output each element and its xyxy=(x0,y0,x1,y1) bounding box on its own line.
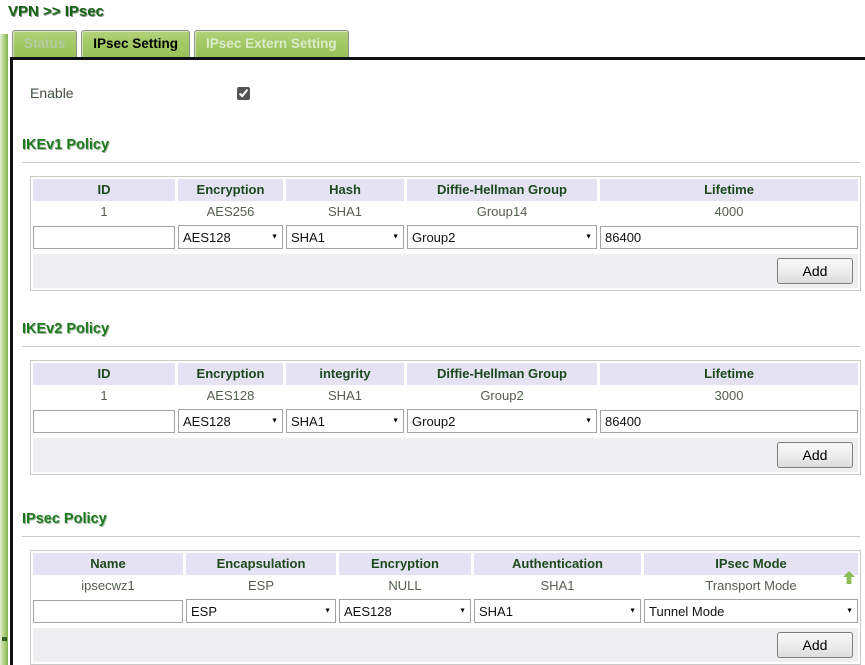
column-header: ID xyxy=(33,179,175,201)
ipsec-encryption-select[interactable]: AES128 xyxy=(339,599,471,623)
section-divider xyxy=(22,536,860,537)
cell-encryption: NULL xyxy=(388,578,422,593)
ikev2-table: ID Encryption integrity Diffie-Hellman G… xyxy=(30,360,861,475)
ikev2-add-button[interactable]: Add xyxy=(777,442,853,468)
column-header: Encryption xyxy=(178,179,283,201)
tab-bar: Status IPsec Setting IPsec Extern Settin… xyxy=(12,30,349,57)
column-header: Diffie-Hellman Group xyxy=(407,363,597,385)
ikev2-input-row: AES128 ▼ SHA1 ▼ Group2 ▼ xyxy=(33,407,858,435)
cell-lifetime: 4000 xyxy=(714,204,744,219)
tab-ipsec-setting[interactable]: IPsec Setting xyxy=(81,30,191,57)
ipsec-section-title: IPsec Policy xyxy=(22,511,107,527)
enable-checkbox[interactable] xyxy=(237,86,250,100)
section-divider xyxy=(22,346,860,347)
ipsec-table: Name Encapsulation Encryption Authentica… xyxy=(30,550,861,665)
ikev1-encryption-select[interactable]: AES128 xyxy=(178,225,283,249)
cell-id: 1 xyxy=(100,388,108,403)
cell-encapsulation: ESP xyxy=(247,578,274,593)
enable-row: Enable xyxy=(13,60,865,101)
column-header: Encapsulation xyxy=(186,553,336,575)
ikev2-lifetime-input[interactable] xyxy=(600,409,858,433)
ikev2-id-input[interactable] xyxy=(33,409,175,433)
ikev1-hash-select[interactable]: SHA1 xyxy=(286,225,404,249)
ikev1-dh-group-select-wrap: Group2 ▼ xyxy=(407,225,597,249)
cell-dh-group: Group2 xyxy=(480,388,524,403)
cell-integrity: SHA1 xyxy=(328,388,362,403)
cell-encryption: AES256 xyxy=(206,204,255,219)
ikev2-dh-group-select-wrap: Group2 ▼ xyxy=(407,409,597,433)
ikev1-hash-select-wrap: SHA1 ▼ xyxy=(286,225,404,249)
ikev2-integrity-select-wrap: SHA1 ▼ xyxy=(286,409,404,433)
cell-dh-group: Group14 xyxy=(476,204,528,219)
ipsec-add-button[interactable]: Add xyxy=(777,632,853,658)
ikev1-section-title: IKEv1 Policy xyxy=(22,137,110,153)
table-row: ipsecwz1 ESP NULL SHA1 Transport Mode xyxy=(33,575,858,597)
column-header: integrity xyxy=(286,363,404,385)
cell-hash: SHA1 xyxy=(328,204,362,219)
ipsec-header-row: Name Encapsulation Encryption Authentica… xyxy=(33,553,858,575)
ikev1-lifetime-input[interactable] xyxy=(600,225,858,249)
ipsec-name-input[interactable] xyxy=(33,599,183,623)
enable-label: Enable xyxy=(30,85,74,101)
column-header: Authentication xyxy=(474,553,641,575)
cell-encryption: AES128 xyxy=(206,388,255,403)
ikev1-encryption-select-wrap: AES128 ▼ xyxy=(178,225,283,249)
cell-name: ipsecwz1 xyxy=(81,578,135,593)
ipsec-encryption-select-wrap: AES128 ▼ xyxy=(339,599,471,623)
ikev1-id-input[interactable] xyxy=(33,225,175,249)
ikev1-table-footer: Add xyxy=(33,254,858,288)
column-header: Encryption xyxy=(339,553,471,575)
section-divider xyxy=(22,162,860,163)
column-header: Encryption xyxy=(178,363,283,385)
ikev1-input-row: AES128 ▼ SHA1 ▼ Group2 ▼ xyxy=(33,223,858,251)
ipsec-mode-select[interactable]: Tunnel Mode xyxy=(644,599,858,623)
cell-authentication: SHA1 xyxy=(540,578,575,593)
ikev2-section-title: IKEv2 Policy xyxy=(22,321,110,337)
ipsec-table-footer: Add xyxy=(33,628,858,662)
ikev2-encryption-select[interactable]: AES128 xyxy=(178,409,283,433)
ikev1-dh-group-select[interactable]: Group2 xyxy=(407,225,597,249)
sidebar-edge-mark xyxy=(2,637,7,641)
tab-status[interactable]: Status xyxy=(12,30,78,57)
ikev2-header-row: ID Encryption integrity Diffie-Hellman G… xyxy=(33,363,858,385)
column-header: Name xyxy=(33,553,183,575)
column-header: Lifetime xyxy=(600,179,858,201)
ipsec-input-row: ESP ▼ AES128 ▼ SHA1 ▼ Tunnel Mode ▼ xyxy=(33,597,858,625)
ipsec-encapsulation-select-wrap: ESP ▼ xyxy=(186,599,336,623)
column-header: Diffie-Hellman Group xyxy=(407,179,597,201)
cell-ipsec-mode: Transport Mode xyxy=(705,578,797,593)
cell-lifetime: 3000 xyxy=(714,388,744,403)
ikev1-table: ID Encryption Hash Diffie-Hellman Group … xyxy=(30,176,861,291)
table-row: 1 AES256 SHA1 Group14 4000 xyxy=(33,201,858,223)
sidebar-edge xyxy=(0,34,8,665)
column-header: Lifetime xyxy=(600,363,858,385)
table-row: 1 AES128 SHA1 Group2 3000 xyxy=(33,385,858,407)
scroll-top-icon[interactable] xyxy=(843,571,855,584)
ikev2-integrity-select[interactable]: SHA1 xyxy=(286,409,404,433)
ikev2-dh-group-select[interactable]: Group2 xyxy=(407,409,597,433)
ipsec-authentication-select[interactable]: SHA1 xyxy=(474,599,641,623)
cell-id: 1 xyxy=(100,204,108,219)
column-header: IPsec Mode xyxy=(644,553,858,575)
ipsec-authentication-select-wrap: SHA1 ▼ xyxy=(474,599,641,623)
tab-ipsec-extern-setting[interactable]: IPsec Extern Setting xyxy=(194,30,349,57)
breadcrumb: VPN >> IPsec xyxy=(8,3,104,20)
ikev2-encryption-select-wrap: AES128 ▼ xyxy=(178,409,283,433)
ipsec-encapsulation-select[interactable]: ESP xyxy=(186,599,336,623)
content-panel: Enable IKEv1 Policy ID Encryption Hash D… xyxy=(10,57,865,665)
ikev1-header-row: ID Encryption Hash Diffie-Hellman Group … xyxy=(33,179,858,201)
ikev1-add-button[interactable]: Add xyxy=(777,258,853,284)
ipsec-mode-select-wrap: Tunnel Mode ▼ xyxy=(644,599,858,623)
column-header: ID xyxy=(33,363,175,385)
ikev2-table-footer: Add xyxy=(33,438,858,472)
column-header: Hash xyxy=(286,179,404,201)
